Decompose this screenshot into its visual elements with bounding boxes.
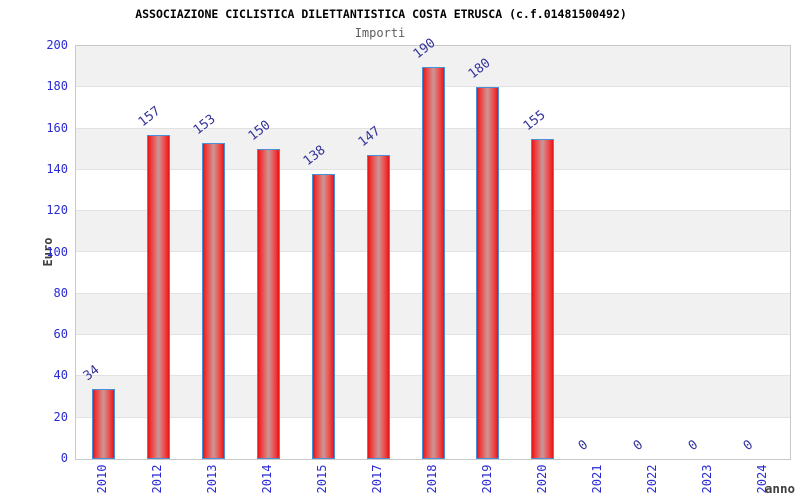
bar-2010 (91, 388, 115, 459)
x-tick-label: 2023 (699, 464, 714, 494)
y-tick-label: 60 (53, 327, 68, 342)
x-tick-label: 2010 (95, 464, 110, 494)
x-tick-label: 2012 (150, 464, 165, 494)
x-tick-label: 2014 (260, 464, 275, 494)
y-tick-label: 20 (53, 409, 68, 424)
bar-2019 (476, 87, 500, 459)
bar-2020 (531, 138, 555, 459)
chart-title: ASSOCIAZIONE CICLISTICA DILETTANTISTICA … (135, 7, 627, 21)
bar-2015 (311, 174, 335, 459)
bar-2017 (366, 155, 390, 459)
x-tick-label: 2019 (479, 464, 494, 494)
x-tick-label: 2020 (534, 464, 549, 494)
y-tick-label: 160 (46, 120, 68, 135)
bar-2014 (256, 149, 280, 459)
plot-area: 34 157 153 150 138 147 190 180 155 0 0 0 0 (75, 35, 791, 460)
x-tick-label: 2021 (589, 464, 604, 494)
x-axis-title: anno (764, 481, 795, 496)
y-tick-label: 180 (46, 79, 68, 94)
x-tick-label: 2013 (205, 464, 220, 494)
x-tick-label: 2018 (425, 464, 439, 494)
bar-2013 (201, 143, 225, 459)
chart-subtitle: Importi (354, 26, 406, 40)
x-tick-label: 2022 (644, 464, 659, 494)
y-tick-label: 0 (60, 451, 68, 465)
x-axis: 2010 2012 2013 2014 2015 2017 2018 2019 2020 2021… (75, 459, 789, 500)
y-tick-label: 100 (46, 244, 68, 259)
y-tick-label: 200 (46, 38, 68, 52)
y-tick-label: 80 (53, 285, 68, 300)
y-tick-label: 120 (46, 203, 68, 218)
y-axis: 0 20 40 60 80 100 120 140 160 180 200 (0, 38, 68, 465)
bar-2018 (421, 66, 445, 459)
x-tick-label: 2017 (370, 464, 385, 494)
y-tick-label: 40 (53, 368, 68, 383)
x-tick-label: 2015 (315, 464, 330, 494)
y-tick-label: 140 (46, 161, 68, 176)
bar-2012 (146, 134, 170, 459)
